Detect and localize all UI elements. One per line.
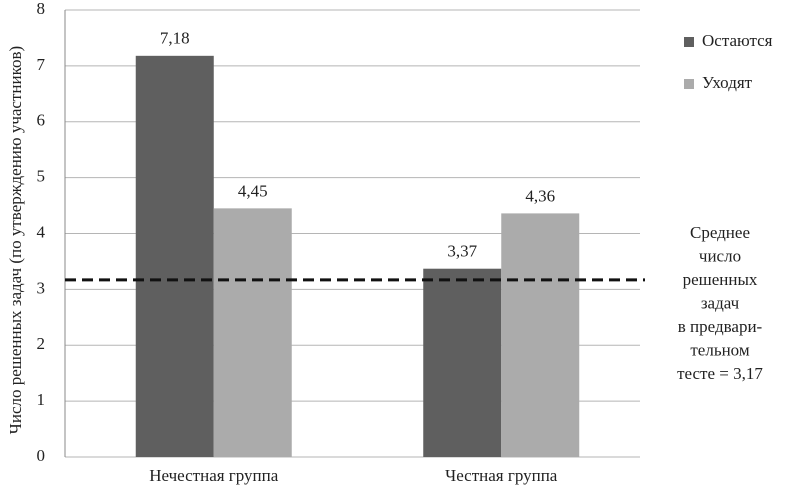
value-label: 4,45 [238, 181, 268, 200]
legend-label: Остаются [702, 31, 773, 50]
bar [135, 55, 214, 457]
y-axis-label: Число решенных задач (по утверждению уча… [6, 46, 25, 434]
annotation: Среднее [690, 223, 750, 242]
y-tick-label: 7 [37, 55, 46, 74]
y-tick-label: 8 [37, 0, 46, 18]
legend-swatch [684, 79, 694, 89]
y-tick-label: 1 [37, 390, 46, 409]
value-label: 3,37 [447, 242, 477, 261]
value-label: 7,18 [160, 29, 190, 48]
y-tick-label: 0 [37, 446, 46, 465]
bar [501, 213, 580, 457]
x-tick-label: Честная группа [445, 466, 558, 485]
annotation: число [699, 246, 741, 265]
y-tick-label: 6 [37, 111, 46, 130]
y-tick-label: 5 [37, 167, 46, 186]
annotation: решенных [683, 270, 758, 289]
y-tick-label: 2 [37, 334, 46, 353]
bar [213, 208, 292, 457]
value-label: 4,36 [525, 186, 555, 205]
annotation: в предвари- [678, 317, 763, 336]
bar [423, 268, 502, 457]
legend-label: Уходят [702, 73, 753, 92]
annotation: тесте = 3,17 [677, 364, 763, 383]
y-tick-label: 3 [37, 278, 46, 297]
x-tick-label: Нечестная группа [149, 466, 279, 485]
annotation: задач [701, 293, 740, 312]
annotation: тельном [690, 340, 749, 359]
y-tick-label: 4 [37, 222, 46, 241]
legend-swatch [684, 37, 694, 47]
